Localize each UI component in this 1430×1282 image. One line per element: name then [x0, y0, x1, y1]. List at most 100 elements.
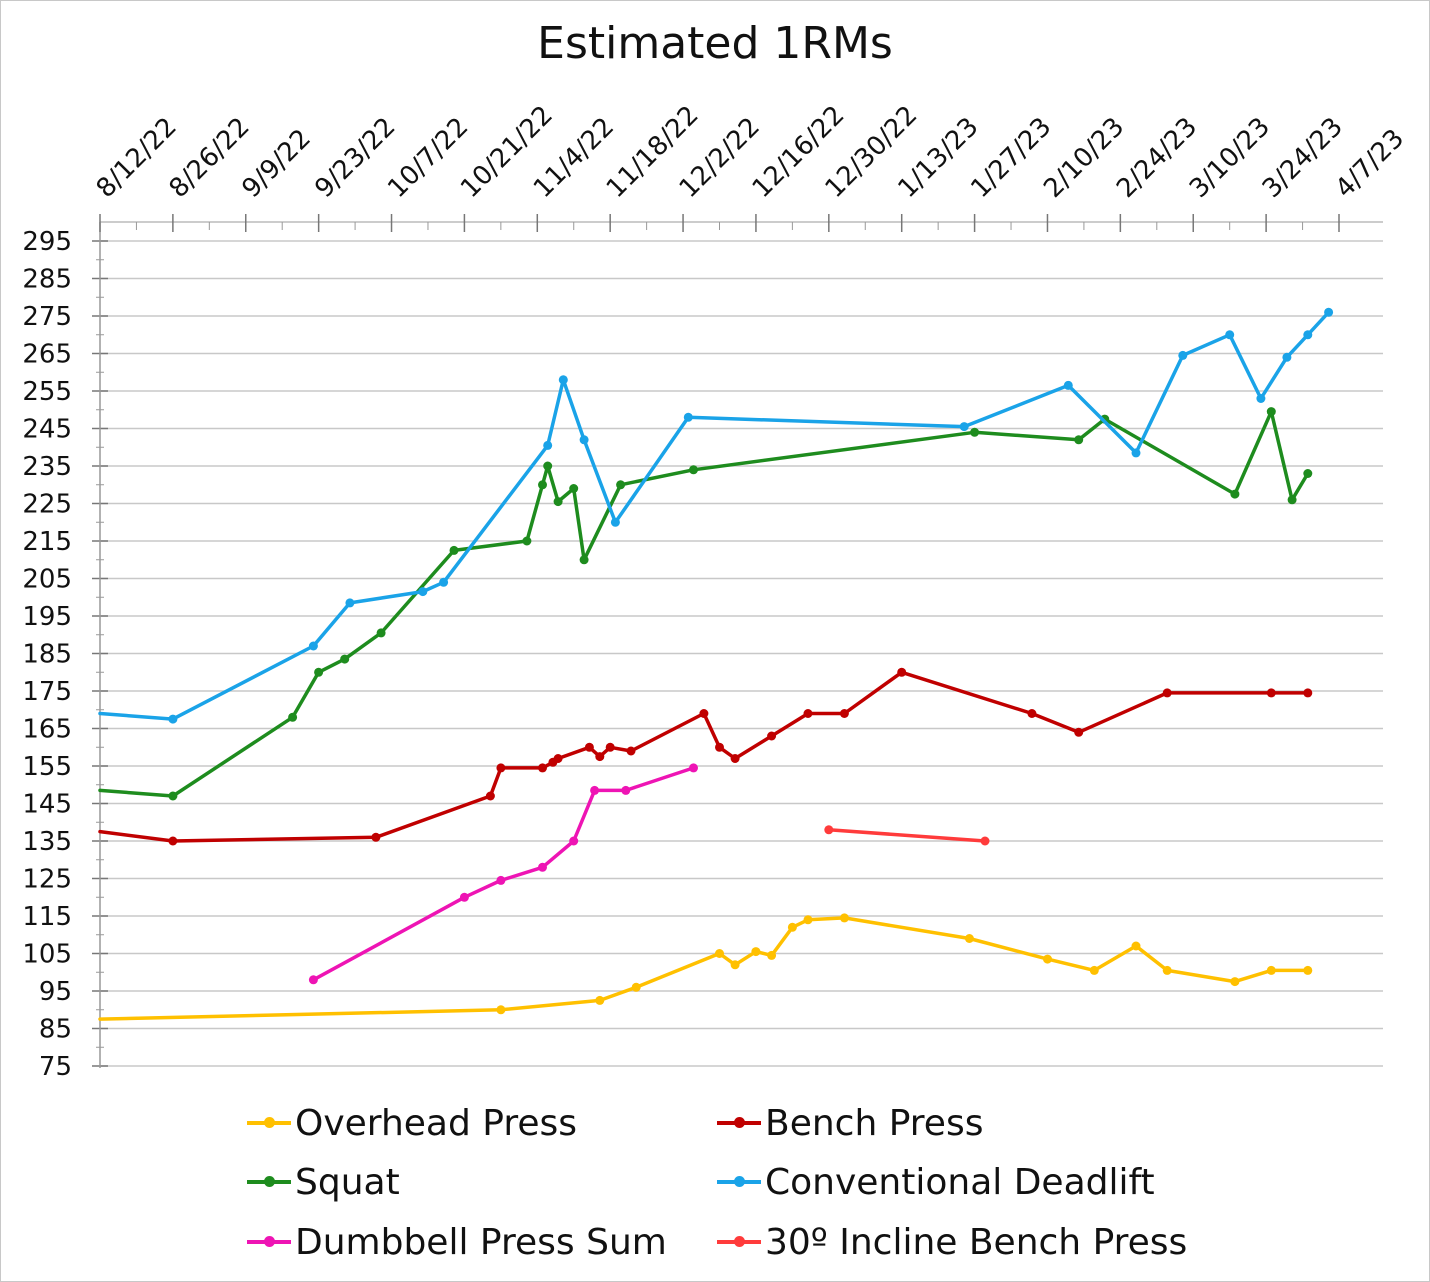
- data-point: [543, 440, 553, 450]
- data-point: [543, 461, 553, 471]
- x-tick-label: 3/10/23: [1184, 112, 1276, 204]
- data-point: [787, 922, 797, 932]
- data-point: [168, 836, 178, 846]
- series-bench-press: [98, 667, 1313, 846]
- y-tick-label: 295: [22, 227, 72, 257]
- data-point: [449, 545, 459, 555]
- series-line: [98, 409, 1310, 798]
- data-point: [1131, 448, 1141, 458]
- data-point: [1162, 965, 1172, 975]
- data-point: [1230, 489, 1240, 499]
- data-point: [590, 785, 600, 795]
- data-point: [1266, 688, 1276, 698]
- series-conventional-deadlift: [98, 307, 1334, 724]
- data-point: [1027, 709, 1037, 718]
- series-line: [98, 916, 1310, 1021]
- y-tick-label: 165: [22, 715, 72, 745]
- data-point: [715, 949, 724, 958]
- x-tick-label: 2/24/23: [1111, 112, 1203, 204]
- y-tick-labels: 75 85 95 105 115 125 135 145 155 165 175 185 195 205 2…: [22, 227, 72, 1082]
- data-point: [340, 654, 350, 664]
- data-point: [839, 709, 849, 718]
- y-tick-label: 135: [22, 827, 72, 857]
- data-point: [496, 875, 506, 885]
- axes: [92, 214, 1383, 1068]
- x-tick-labels: 8/12/228/26/229/9/229/23/2210/7/2210/21/…: [91, 100, 1410, 204]
- series-line: [98, 670, 1310, 843]
- data-point: [1089, 965, 1099, 975]
- data-point: [824, 825, 834, 835]
- data-point: [371, 832, 381, 842]
- data-point: [538, 763, 547, 773]
- chart-title: Estimated 1RMs: [537, 18, 893, 69]
- data-point: [1282, 352, 1292, 362]
- series-line: [98, 310, 1331, 721]
- data-point: [439, 577, 449, 587]
- data-point: [1131, 941, 1141, 951]
- data-point: [1287, 495, 1297, 505]
- data-point: [631, 982, 641, 992]
- data-point: [522, 536, 532, 546]
- data-point: [459, 892, 469, 902]
- data-point: [1074, 435, 1084, 445]
- data-point: [1178, 350, 1188, 360]
- data-point: [730, 960, 740, 970]
- data-point: [1256, 394, 1266, 403]
- data-point: [485, 791, 495, 801]
- y-tick-label: 275: [22, 302, 72, 332]
- data-point: [897, 667, 907, 677]
- data-point: [616, 480, 626, 490]
- data-point: [715, 742, 724, 752]
- y-tick-label: 175: [22, 677, 72, 707]
- data-point: [959, 422, 969, 432]
- y-tick-label: 105: [22, 940, 72, 970]
- data-point: [689, 465, 698, 475]
- y-tick-label: 255: [22, 377, 72, 407]
- y-tick-label: 185: [22, 640, 72, 670]
- data-point: [839, 913, 849, 923]
- x-tick-label: 2/10/23: [1038, 112, 1130, 204]
- data-point: [558, 375, 568, 385]
- data-point: [1266, 407, 1276, 417]
- data-point: [308, 975, 318, 985]
- data-point: [553, 754, 563, 763]
- y-tick-label: 235: [22, 452, 72, 482]
- data-point: [538, 480, 547, 490]
- data-point: [980, 836, 990, 846]
- data-point: [168, 714, 178, 724]
- series-squat: [98, 407, 1313, 801]
- data-point: [730, 754, 740, 763]
- data-point: [1303, 330, 1313, 340]
- x-tick-label: 10/7/22: [382, 112, 474, 204]
- data-point: [584, 742, 594, 752]
- series-line: [827, 828, 987, 843]
- data-point: [538, 862, 547, 872]
- data-point: [308, 641, 318, 651]
- data-point: [496, 763, 506, 773]
- series-layer: [98, 307, 1334, 1021]
- x-tick-label: 3/24/23: [1257, 112, 1349, 204]
- data-point: [314, 667, 324, 677]
- data-point: [803, 709, 813, 718]
- y-tick-label: 285: [22, 265, 72, 295]
- data-point: [579, 555, 589, 565]
- data-point: [803, 915, 813, 925]
- y-tick-label: 195: [22, 602, 72, 632]
- data-point: [1225, 330, 1235, 340]
- data-point: [579, 435, 589, 445]
- y-tick-label: 225: [22, 490, 72, 520]
- y-tick-label: 95: [39, 977, 72, 1007]
- data-point: [1266, 965, 1276, 975]
- data-point: [553, 497, 563, 507]
- data-point: [970, 427, 980, 437]
- data-point: [767, 950, 777, 960]
- data-point: [1063, 380, 1073, 390]
- y-tick-label: 215: [22, 527, 72, 557]
- x-tick-label: 8/12/22: [91, 112, 183, 204]
- y-tick-label: 115: [22, 902, 72, 932]
- y-tick-label: 125: [22, 865, 72, 895]
- data-point: [1162, 688, 1172, 698]
- data-point: [376, 628, 386, 638]
- data-point: [288, 712, 298, 722]
